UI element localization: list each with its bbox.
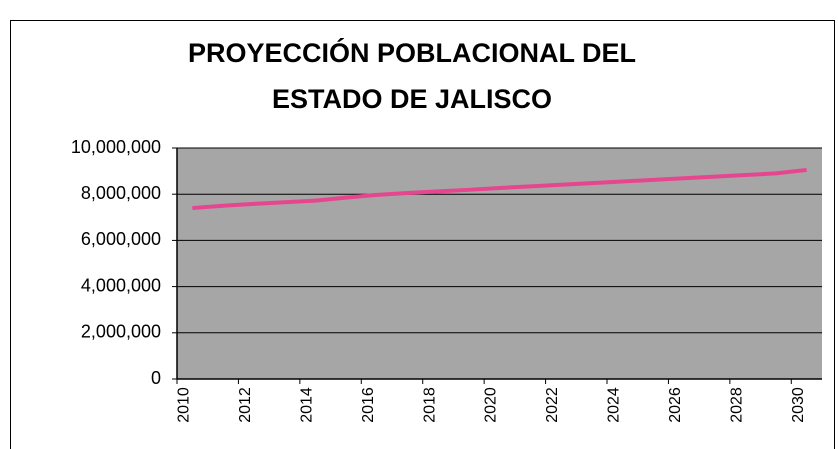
x-tick-label: 2024: [606, 387, 623, 423]
y-tick-label: 4,000,000: [81, 275, 161, 295]
x-tick-label: 2010: [176, 387, 193, 423]
x-tick-label: 2012: [237, 387, 254, 423]
x-tick-label: 2030: [790, 387, 807, 423]
x-tick-label: 2022: [544, 387, 561, 423]
y-tick-label: 10,000,000: [71, 137, 161, 157]
x-tick-label: 2014: [298, 387, 315, 423]
x-tick-label: 2020: [483, 387, 500, 423]
series-line: [192, 167, 807, 211]
x-tick-label: 2018: [421, 387, 438, 423]
plot-area: [177, 148, 822, 379]
chart-title: PROYECCIÓN POBLACIONAL DEL: [188, 37, 636, 68]
y-tick-label: 2,000,000: [81, 322, 161, 342]
x-tick-label: 2028: [728, 387, 745, 423]
x-tick-label: 2026: [667, 387, 684, 423]
y-tick-label: 8,000,000: [81, 183, 161, 203]
x-tick-label: 2016: [360, 387, 377, 423]
chart-title: ESTADO DE JALISCO: [272, 84, 552, 114]
y-tick-label: 6,000,000: [81, 229, 161, 249]
y-tick-label: 0: [151, 368, 161, 388]
